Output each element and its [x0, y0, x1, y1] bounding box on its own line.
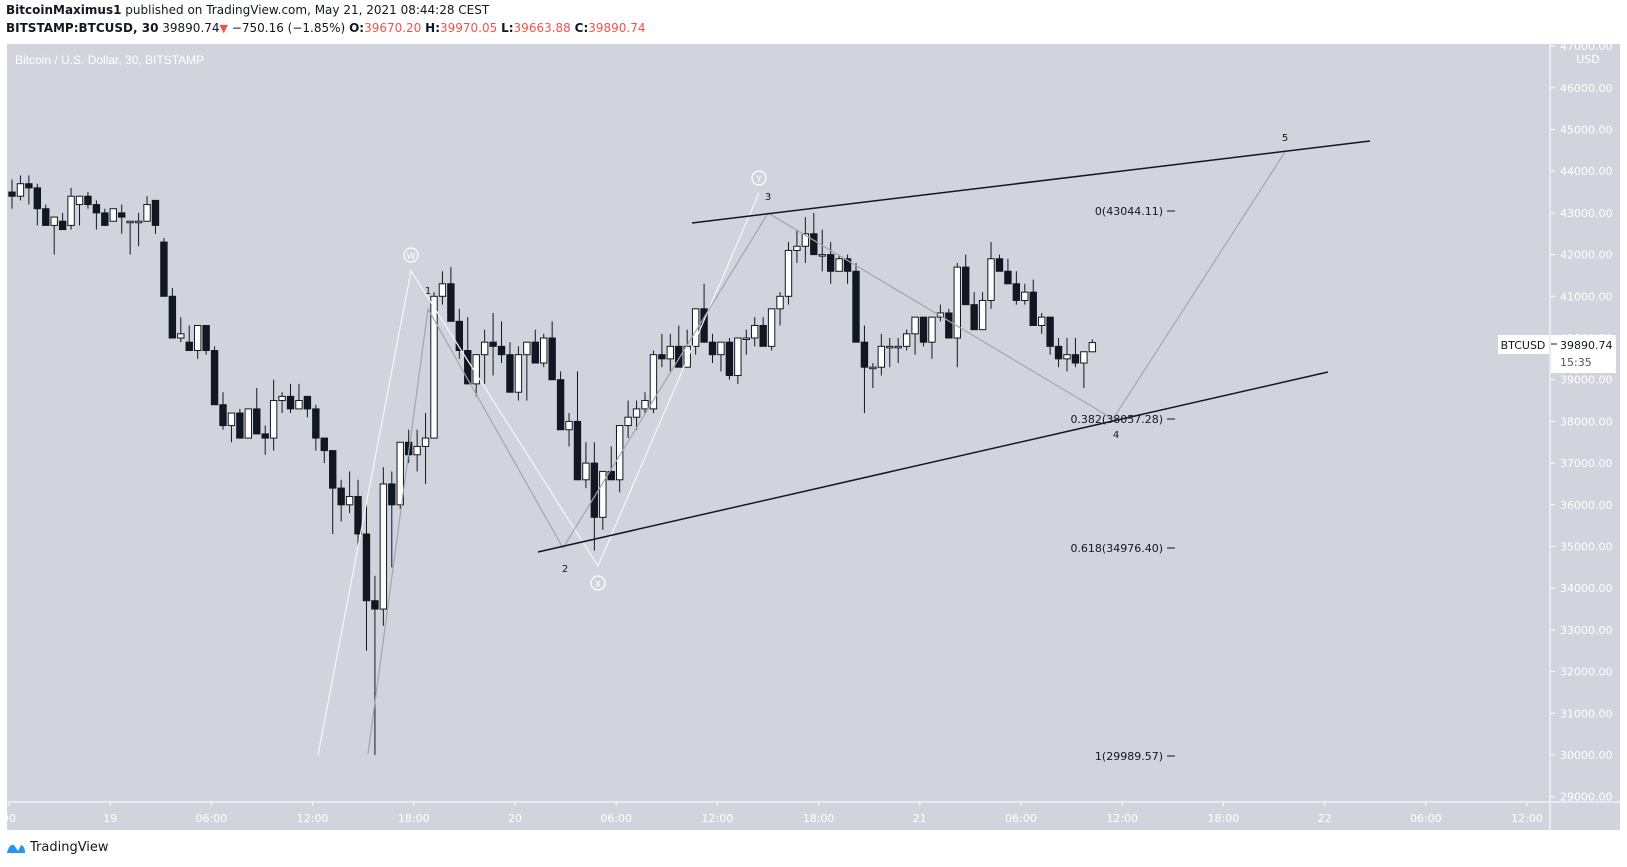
time-tick-label: 12:00: [702, 812, 734, 825]
price-tick-label: 42000.00: [1560, 249, 1613, 262]
price-tick-label: 45000.00: [1560, 124, 1613, 137]
tradingview-brand[interactable]: TradingView: [6, 840, 109, 855]
time-tick-label: 18:00: [398, 812, 430, 825]
currency-label: USD: [1576, 53, 1600, 66]
open-label: O:: [349, 21, 365, 35]
fib-1-label: 1(29989.57): [1095, 750, 1163, 763]
candles: [8, 175, 1097, 755]
down-arrow-icon: ▼: [219, 22, 228, 35]
wave-y-marker: Y: [751, 170, 767, 186]
svg-text:W: W: [407, 252, 416, 262]
low-label: L:: [501, 21, 514, 35]
high-value: 39970.05: [440, 21, 498, 35]
chart-title: Bitcoin / U.S. Dollar, 30, BITSTAMP: [15, 53, 204, 67]
price-label-symbol: BTCUSD: [1501, 339, 1546, 352]
upper-trendline: [691, 140, 1371, 224]
price-tick-label: 33000.00: [1560, 624, 1613, 637]
price-tick-label: 41000.00: [1560, 290, 1613, 303]
fib-0618-label: 0.618(34976.40): [1070, 542, 1163, 555]
open-value: 39670.20: [364, 21, 422, 35]
close-value: 39890.74: [588, 21, 646, 35]
price-tick-label: 44000.00: [1560, 165, 1613, 178]
wave-w-marker: W: [403, 247, 419, 263]
wave-4-label: 4: [1113, 430, 1119, 441]
time-tick-label: 18:00: [803, 812, 835, 825]
time-tick-label: 06:00: [600, 812, 632, 825]
high-label: H:: [425, 21, 440, 35]
time-tick-label: 18:00: [1208, 812, 1240, 825]
time-tick-label: 00: [2, 812, 16, 825]
fib-0-label: 0(43044.11): [1095, 205, 1163, 218]
drawings: W X Y 1 2 3 4 5 0(43044.11) 0.382(38057.…: [317, 133, 1371, 763]
lower-trendline: [537, 371, 1329, 553]
price-tick-label: 30000.00: [1560, 749, 1613, 762]
wave-5-label: 5: [1282, 133, 1288, 144]
wave-2-label: 2: [562, 564, 568, 575]
time-tick-label: 20: [508, 812, 522, 825]
price-tick-label: 31000.00: [1560, 707, 1613, 720]
published-text: published on TradingView.com, May 21, 20…: [125, 3, 490, 17]
price-tick-label: 38000.00: [1560, 415, 1613, 428]
price-change: −750.16 (−1.85%): [231, 21, 346, 35]
price-label-value: 39890.74: [1560, 339, 1613, 352]
time-tick-label: 21: [913, 812, 927, 825]
wave-1-label: 1: [425, 286, 431, 297]
price-tick-label: 35000.00: [1560, 541, 1613, 554]
time-tick-label: 19: [103, 812, 117, 825]
time-tick-label: 12:00: [297, 812, 329, 825]
price-tick-label: 46000.00: [1560, 82, 1613, 95]
svg-text:X: X: [595, 580, 601, 590]
price-tick-label: 47000.00: [1560, 40, 1613, 53]
symbol-info: BITSTAMP:BTCUSD, 30 39890.74▼ −750.16 (−…: [6, 21, 646, 35]
low-value: 39663.88: [513, 21, 571, 35]
price-tick-label: 34000.00: [1560, 582, 1613, 595]
price-tick-label: 29000.00: [1560, 791, 1613, 804]
wxy-path: [317, 192, 760, 756]
publish-info: BitcoinMaximus1 published on TradingView…: [6, 3, 489, 17]
wave-x-marker: X: [590, 575, 606, 591]
time-tick-label: 06:00: [1005, 812, 1037, 825]
price-tick-label: 43000.00: [1560, 207, 1613, 220]
time-axis[interactable]: 00 19 06:00 12:00 18:00 20 06:00 12:00 18:00 21 06…: [2, 802, 1543, 825]
svg-text:Y: Y: [755, 175, 762, 185]
price-tick-label: 37000.00: [1560, 457, 1613, 470]
last-price: 39890.74: [162, 21, 220, 35]
wave-3-label: 3: [765, 192, 771, 203]
impulse-path: [367, 151, 1286, 755]
tradingview-logo-icon: [7, 844, 25, 853]
price-label-countdown: 15:35: [1560, 356, 1592, 369]
price-tick-label: 39000.00: [1560, 374, 1613, 387]
fib-0382-label: 0.382(38057.28): [1070, 413, 1163, 426]
symbol-line: BITSTAMP:BTCUSD, 30: [6, 21, 159, 35]
time-tick-label: 22: [1318, 812, 1332, 825]
last-price-label: BTCUSD 39890.74 15:35: [1498, 335, 1616, 373]
time-tick-label: 06:00: [196, 812, 228, 825]
close-label: C:: [574, 21, 589, 35]
price-tick-label: 36000.00: [1560, 499, 1613, 512]
author-name[interactable]: BitcoinMaximus1: [6, 3, 122, 17]
time-tick-label: 06:00: [1410, 812, 1442, 825]
price-tick-label: 32000.00: [1560, 666, 1613, 679]
brand-text: TradingView: [30, 840, 109, 855]
time-tick-label: 12:00: [1106, 812, 1138, 825]
time-tick-label: 12:00: [1511, 812, 1543, 825]
